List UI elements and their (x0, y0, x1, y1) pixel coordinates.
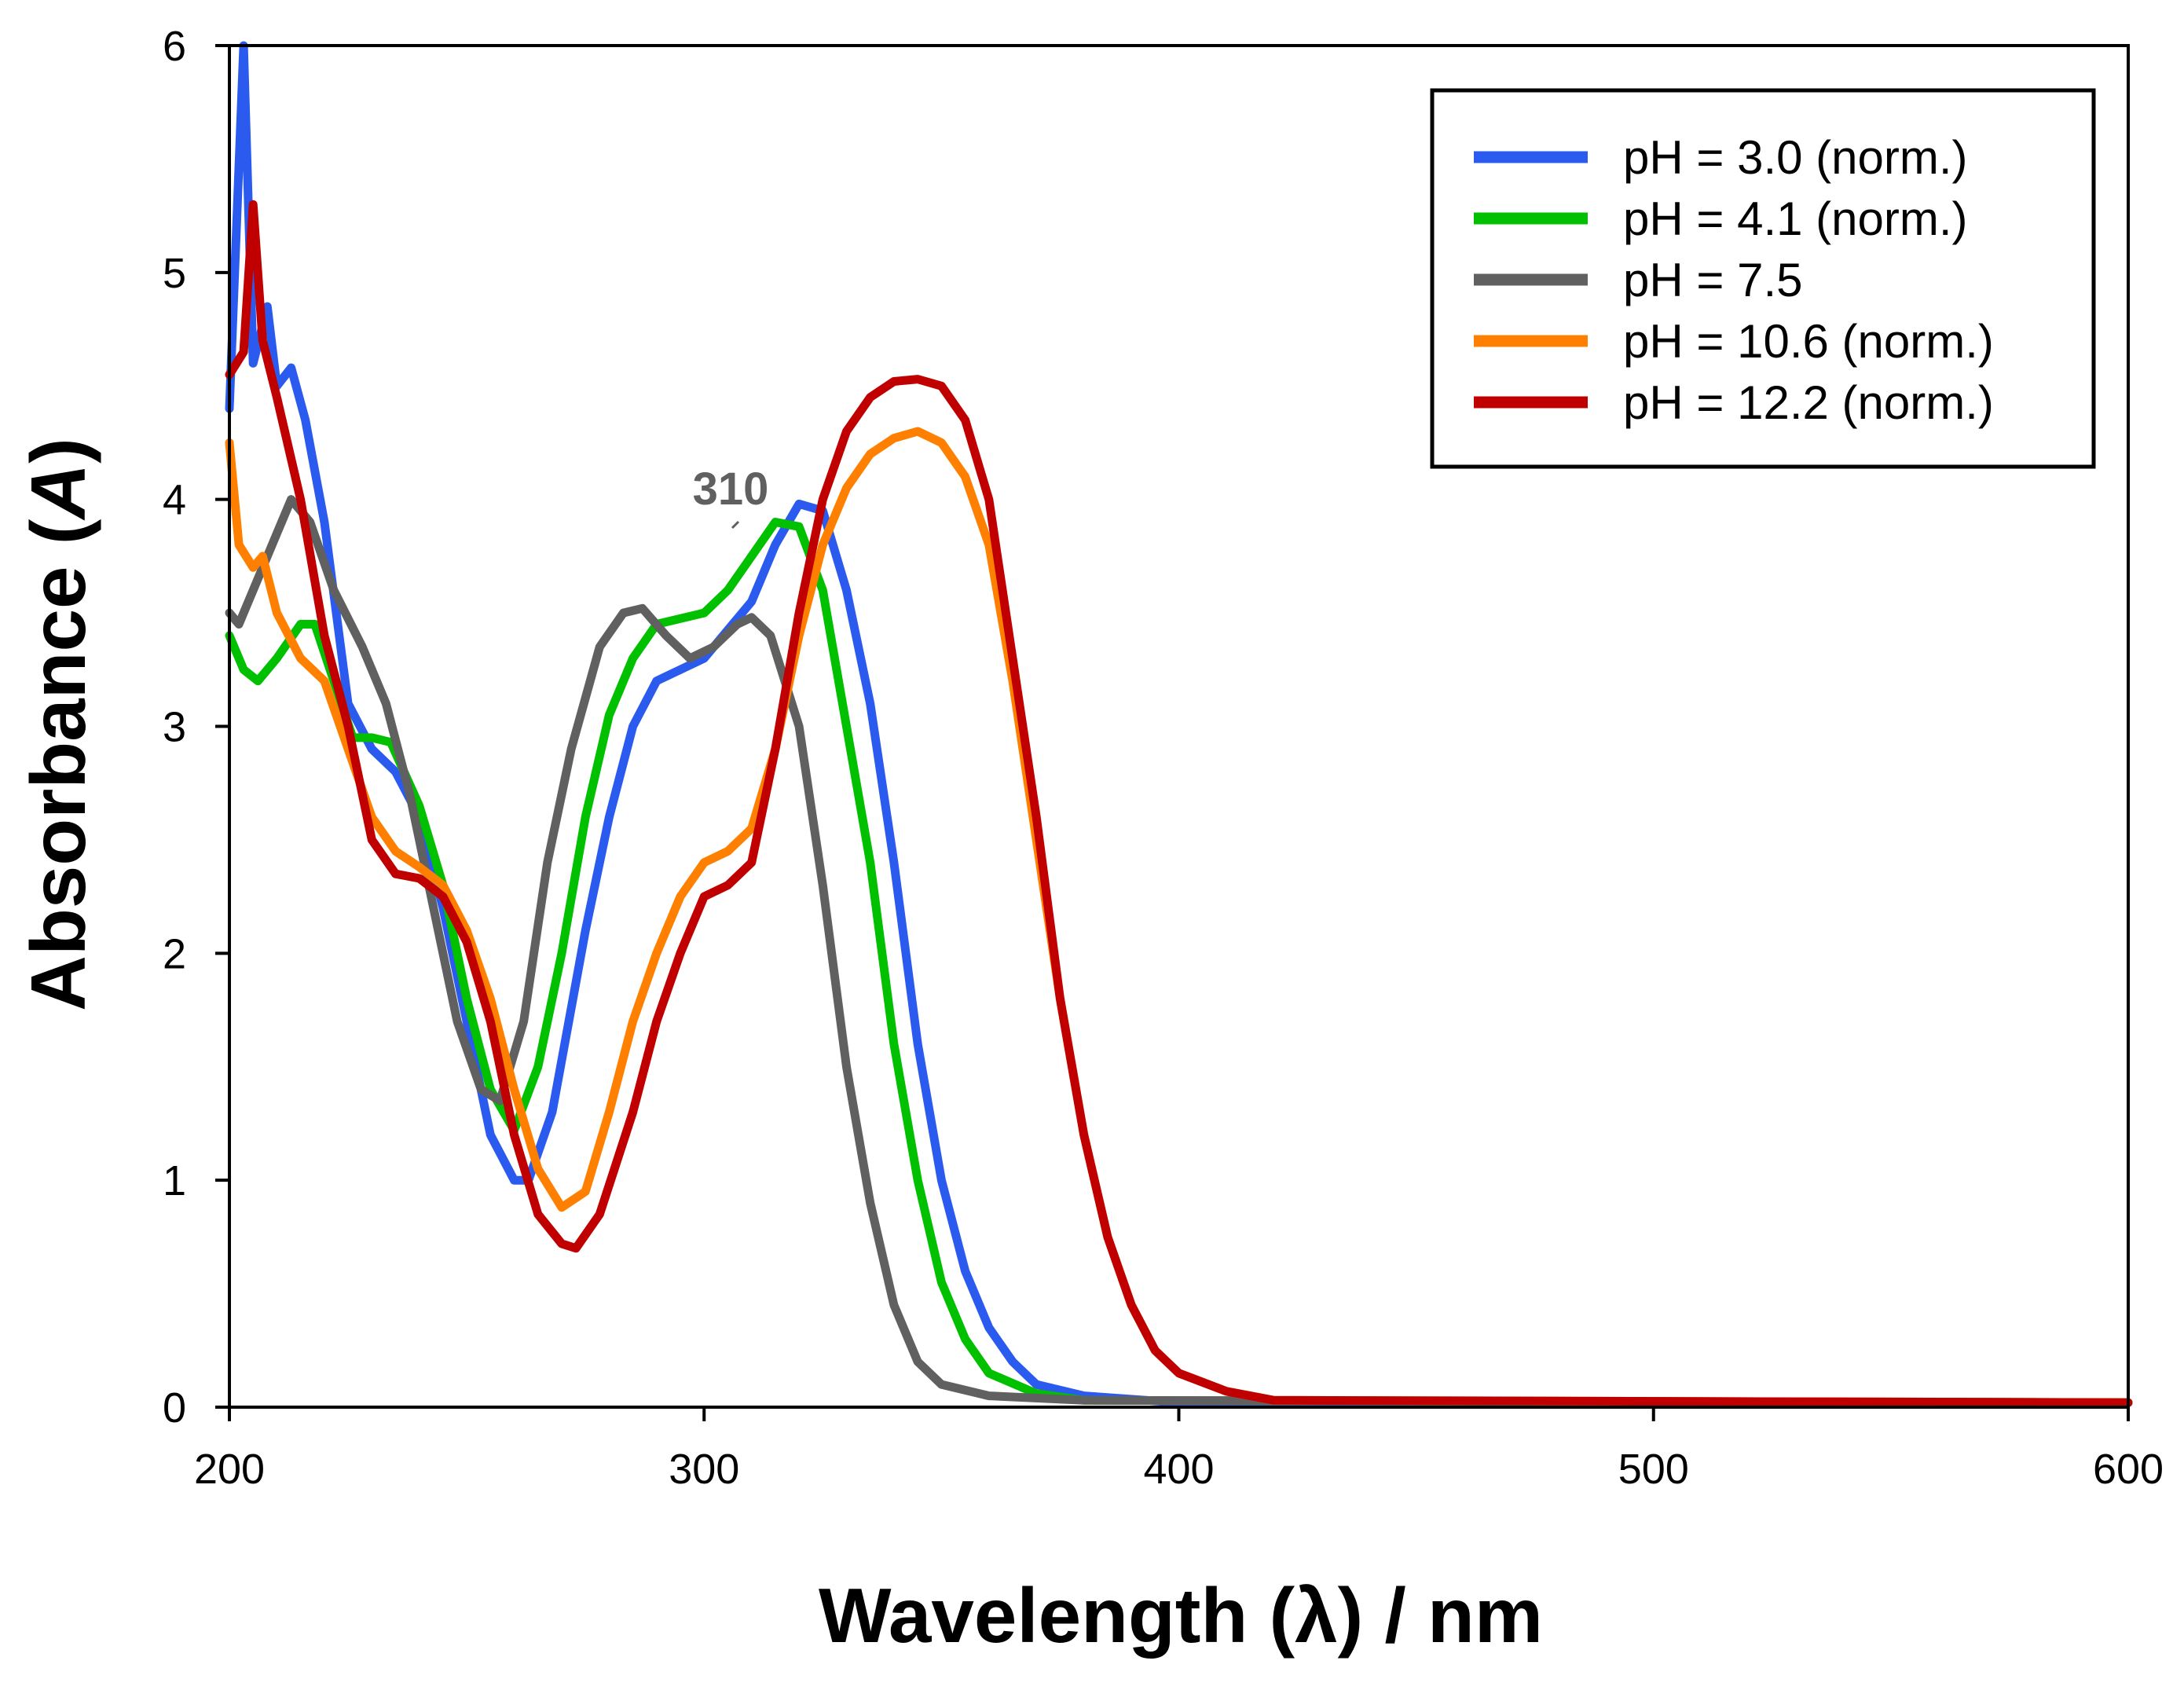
y-tick-label: 2 (163, 930, 186, 977)
series-line-3 (225, 427, 2133, 1407)
series-line-4 (225, 200, 2133, 1407)
annotation-310: 310 (693, 464, 769, 515)
x-axis-title: Wavelength (λ) / nm (819, 1572, 1543, 1659)
legend-label: pH = 12.2 (norm.) (1623, 376, 1994, 429)
y-axis-title: Absorbance (A) (15, 438, 101, 1011)
legend-items: pH = 3.0 (norm.) pH = 4.1 (norm.) pH = 7.5… (1474, 131, 1994, 429)
series-line-2 (225, 495, 2133, 1407)
y-tick-label: 3 (163, 704, 186, 751)
x-tick-label: 500 (1618, 1446, 1689, 1493)
series-line-0 (225, 41, 2133, 1407)
x-tick-label: 200 (194, 1446, 265, 1493)
legend-label: pH = 7.5 (1623, 254, 1803, 306)
legend: pH = 3.0 (norm.) pH = 4.1 (norm.) pH = 7.5… (1430, 88, 2096, 469)
y-tick-label: 1 (163, 1157, 186, 1204)
series-layer (225, 41, 2133, 1407)
legend-label: pH = 4.1 (norm.) (1623, 192, 1968, 245)
y-tick-label: 0 (163, 1384, 186, 1432)
legend-label: pH = 3.0 (norm.) (1623, 131, 1968, 184)
y-axis-title-main: Absorbance ( (15, 519, 101, 1011)
x-tick-label: 600 (2093, 1446, 2164, 1493)
annotation-pointer (731, 520, 740, 530)
y-tick-label: 6 (163, 23, 186, 70)
x-tick-label: 300 (669, 1446, 739, 1493)
y-axis-title-italic: A (15, 464, 101, 522)
x-tick-label: 400 (1143, 1446, 1214, 1493)
y-tick-label: 5 (163, 250, 186, 297)
y-tick-label: 4 (163, 477, 186, 524)
series-line-1 (225, 518, 2133, 1407)
legend-label: pH = 10.6 (norm.) (1623, 315, 1994, 368)
ticks-layer: 200 300 400 500 600 0 1 2 3 4 5 6 (163, 23, 2164, 1493)
y-axis-title-end: ) (15, 438, 101, 464)
